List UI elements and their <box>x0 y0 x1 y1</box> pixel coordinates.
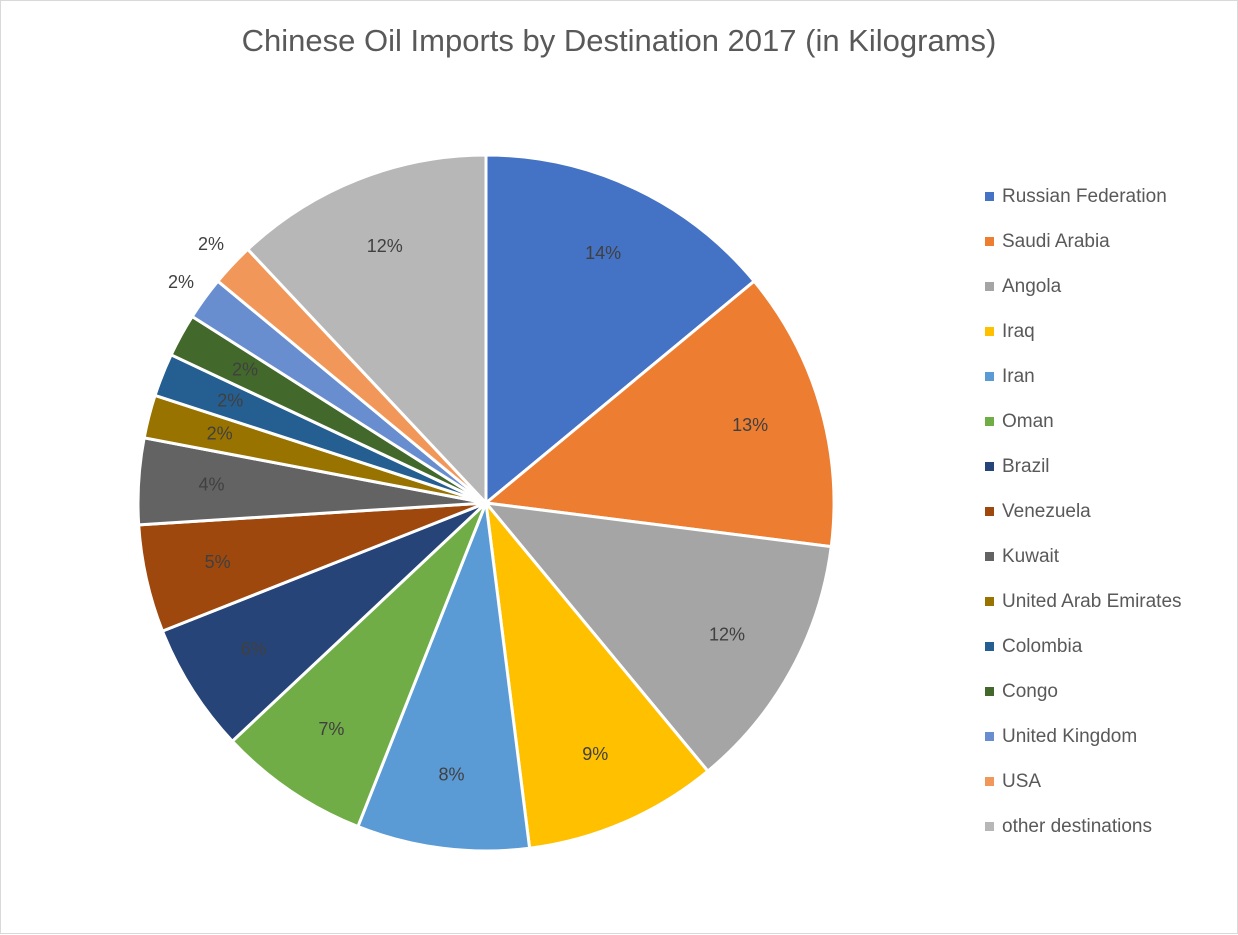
legend-label: United Kingdom <box>1002 725 1138 747</box>
legend-item: United Kingdom <box>985 714 1182 759</box>
data-label: 5% <box>205 552 231 572</box>
legend-label: Kuwait <box>1002 545 1060 567</box>
legend-label: Congo <box>1002 680 1058 702</box>
pie-slice <box>483 498 710 850</box>
legend-label: Colombia <box>1002 635 1083 657</box>
pie-slice <box>160 501 488 744</box>
chart-title: Chinese Oil Imports by Destination 2017 … <box>241 23 997 58</box>
legend-item: Venezuela <box>985 489 1182 534</box>
pie-slice <box>355 502 532 853</box>
data-label: 4% <box>198 474 224 494</box>
legend-item: Saudi Arabia <box>985 219 1182 264</box>
data-label: 12% <box>709 624 745 644</box>
data-label: 2% <box>217 391 243 411</box>
legend-item: other destinations <box>985 804 1182 849</box>
pie-slice <box>245 153 488 507</box>
legend-label: Iraq <box>1002 320 1035 342</box>
legend-swatch <box>985 552 994 561</box>
legend-swatch <box>985 417 994 426</box>
legend-label: Saudi Arabia <box>1002 230 1110 252</box>
legend-item: Angola <box>985 264 1182 309</box>
data-label: 13% <box>732 415 768 435</box>
chart-legend: Russian Federation Saudi Arabia Angola Iraq… <box>985 174 1182 849</box>
data-label: 14% <box>585 243 621 263</box>
legend-label: Venezuela <box>1002 500 1091 522</box>
legend-swatch <box>985 327 994 336</box>
legend-item: United Arab Emirates <box>985 579 1182 624</box>
legend-label: USA <box>1002 770 1042 792</box>
legend-item: Iraq <box>985 309 1182 354</box>
legend-swatch <box>985 237 994 246</box>
pie-slice <box>482 501 833 774</box>
legend-swatch <box>985 732 994 741</box>
data-label: 12% <box>367 236 403 256</box>
legend-item: Iran <box>985 354 1182 399</box>
legend-item: Oman <box>985 399 1182 444</box>
legend-item: USA <box>985 759 1182 804</box>
legend-swatch <box>985 687 994 696</box>
pie-slice <box>482 279 836 549</box>
legend-item: Brazil <box>985 444 1182 489</box>
legend-item: Kuwait <box>985 534 1182 579</box>
data-label: 2% <box>207 423 233 443</box>
legend-label: United Arab Emirates <box>1002 590 1182 612</box>
legend-swatch <box>985 642 994 651</box>
legend-swatch <box>985 597 994 606</box>
legend-label: Brazil <box>1002 455 1050 477</box>
data-label: 2% <box>198 234 224 254</box>
legend-item: Russian Federation <box>985 174 1182 219</box>
legend-swatch <box>985 282 994 291</box>
data-label: 2% <box>168 272 194 292</box>
legend-label: other destinations <box>1002 815 1152 837</box>
legend-swatch <box>985 372 994 381</box>
legend-swatch <box>985 777 994 786</box>
data-label: 9% <box>582 744 608 764</box>
data-label: 6% <box>241 639 267 659</box>
legend-item: Colombia <box>985 624 1182 669</box>
data-label: 7% <box>318 719 344 739</box>
legend-item: Congo <box>985 669 1182 714</box>
data-label: 8% <box>438 765 464 785</box>
legend-label: Angola <box>1002 275 1062 297</box>
data-label: 2% <box>232 359 258 379</box>
legend-swatch <box>985 822 994 831</box>
legend-label: Russian Federation <box>1002 185 1167 207</box>
legend-label: Iran <box>1002 365 1035 387</box>
legend-label: Oman <box>1002 410 1054 432</box>
pie-slice <box>230 501 488 829</box>
legend-swatch <box>985 462 994 471</box>
legend-swatch <box>985 507 994 516</box>
pie-slice <box>484 153 757 507</box>
legend-swatch <box>985 192 994 201</box>
